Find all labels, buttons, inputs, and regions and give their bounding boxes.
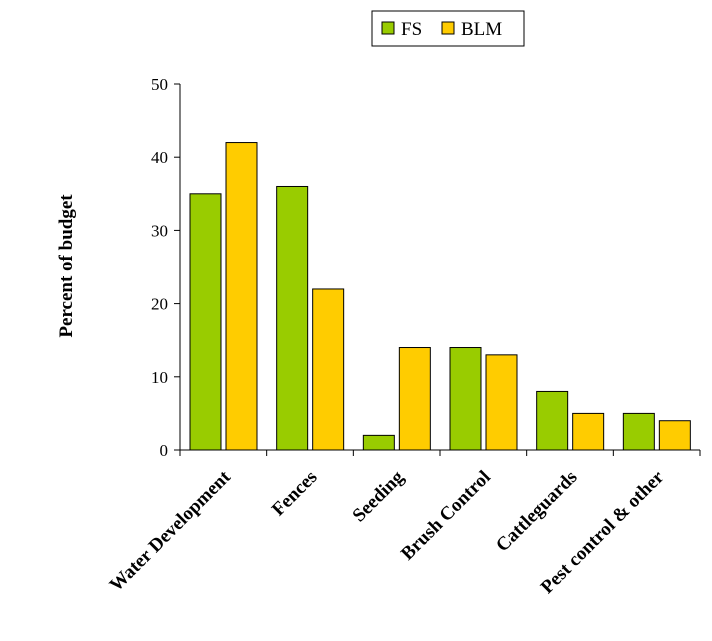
x-category-label: Cattleguards: [492, 467, 581, 556]
bar-fs-3: [449, 347, 482, 451]
legend: FS BLM: [371, 10, 525, 47]
bar-fs-5: [622, 412, 655, 451]
y-tick-label: 0: [160, 441, 169, 460]
bar-fs-0: [189, 193, 222, 451]
y-axis-label: Percent of budget: [56, 194, 77, 338]
bar-blm-1: [312, 288, 345, 451]
bar-fs-2: [362, 434, 395, 451]
bar-fs-4: [536, 390, 569, 451]
y-tick-label: 20: [151, 295, 168, 314]
bar-blm-5: [658, 420, 691, 451]
y-tick-label: 40: [151, 148, 168, 167]
x-category-label: Fences: [268, 467, 322, 521]
x-category-label: Water Development: [106, 466, 236, 596]
bar-blm-0: [225, 142, 258, 451]
axes: [179, 84, 701, 456]
y-tick-label: 30: [151, 221, 168, 240]
legend-swatch-fs: [381, 21, 395, 35]
y-tick-label: 50: [151, 75, 168, 94]
legend-label-blm: BLM: [461, 19, 502, 40]
legend-swatch-blm: [441, 21, 455, 35]
x-category-label: Seeding: [349, 466, 409, 526]
x-category-label: Brush Control: [397, 467, 495, 565]
legend-label-fs: FS: [401, 19, 422, 40]
y-tick-label: 10: [151, 368, 168, 387]
bars: [189, 142, 691, 451]
bar-blm-2: [398, 347, 431, 451]
bar-blm-3: [485, 354, 518, 451]
bar-fs-1: [276, 185, 309, 451]
bar-blm-4: [572, 412, 605, 451]
y-ticks: 0 10 20 30 40 50: [151, 75, 180, 460]
